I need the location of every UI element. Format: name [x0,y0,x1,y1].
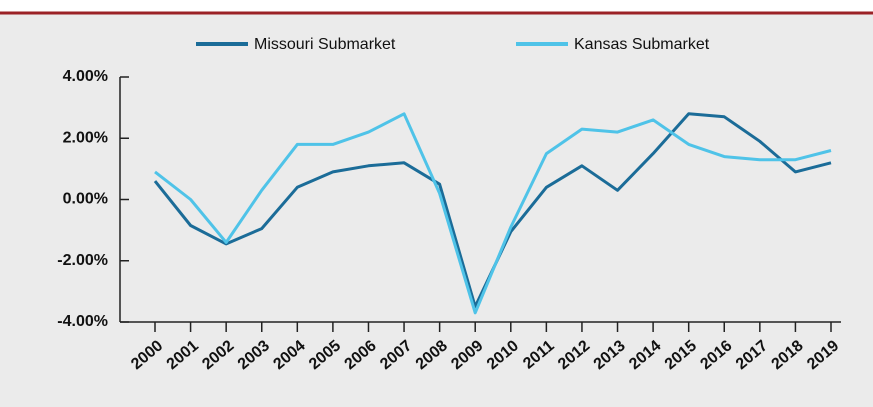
y-tick-label: 4.00% [63,68,108,85]
y-tick-label: 2.00% [63,129,108,146]
y-tick-label: 0.00% [63,191,108,208]
y-tick-label: -2.00% [57,252,108,269]
legend-label: Kansas Submarket [574,36,710,53]
series-line [154,112,832,315]
legend-label: Missouri Submarket [254,36,396,53]
header-strip [0,0,873,13]
y-tick-label: -4.00% [57,313,108,330]
